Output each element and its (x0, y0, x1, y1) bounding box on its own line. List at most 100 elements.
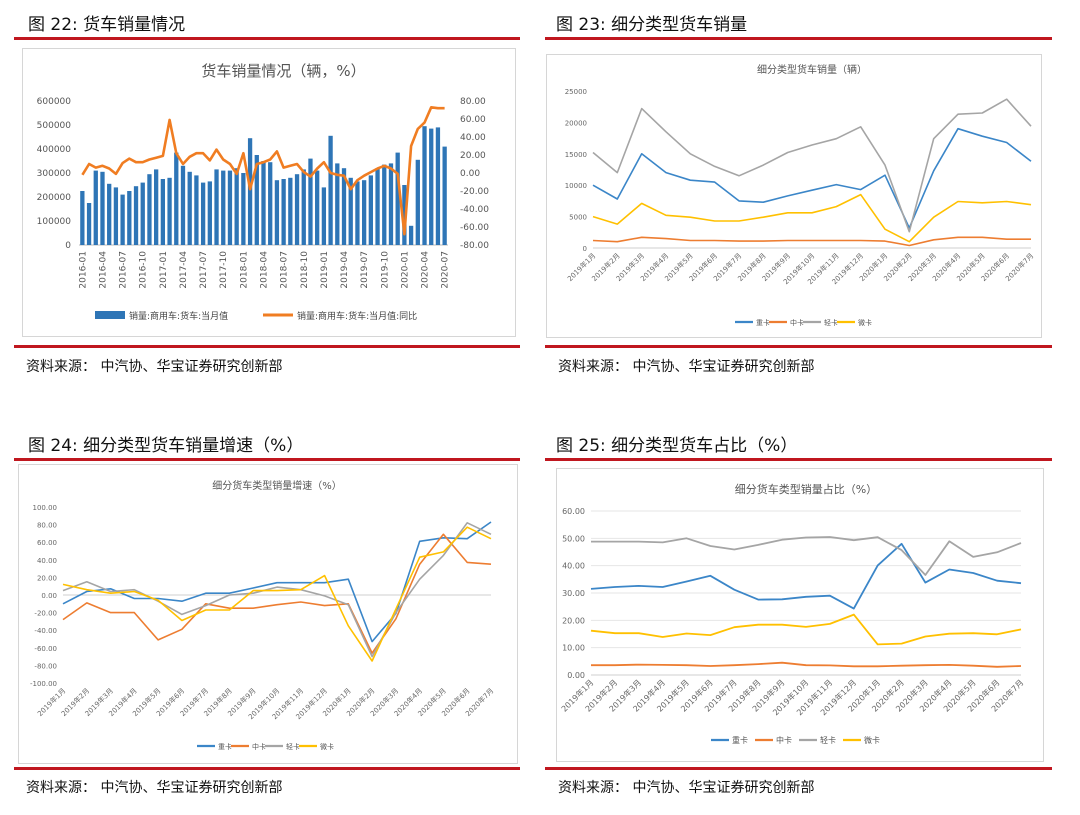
bar (133, 186, 139, 245)
x-tick-label: 2018-04 (260, 251, 270, 289)
series-line-轻卡 (592, 98, 1032, 233)
y-tick-label: 100.00 (33, 504, 58, 512)
x-tick-label: 2016-04 (98, 251, 108, 289)
chart-4-frame: 细分货车类型销量占比（%） 60.00 50.00 40.00 30.00 20.00 10… (556, 468, 1044, 762)
y-tick-label: 600000 (37, 97, 72, 107)
bar (107, 183, 112, 245)
y-tick-label: 25000 (565, 88, 587, 96)
bar (341, 168, 347, 245)
bar (328, 135, 333, 245)
bar (261, 161, 266, 245)
series-line-轻卡 (591, 536, 1022, 576)
legend-label: 轻卡 (824, 318, 838, 327)
x-tick-label: 2017-10 (219, 251, 229, 289)
x-tick-label: 2019-04 (340, 251, 350, 289)
y2-tick-label: 60.00 (460, 115, 486, 125)
y-tick-label: -20.00 (34, 610, 57, 618)
truck-sales-chart: 货车销量情况（辆，%） 600000 500000 400000 300000 20000… (37, 62, 490, 322)
bar (154, 169, 159, 245)
bar (274, 180, 280, 245)
series-line-重卡 (62, 521, 492, 643)
bar (254, 155, 259, 245)
chart-title: 货车销量情况（辆，%） (201, 62, 365, 80)
bar (194, 175, 199, 245)
y-tick-label: 5000 (569, 214, 587, 222)
bar (415, 159, 420, 245)
bar (207, 181, 212, 245)
segment-sales-chart: 细分类型货车销量（辆）25000200001500010000500002019… (565, 63, 1036, 327)
legend-label: 中卡 (776, 735, 792, 745)
bar (429, 128, 434, 245)
bar (167, 177, 172, 245)
figure-24-title: 图 24: 细分类型货车销量增速（%） (28, 436, 304, 456)
bar (382, 164, 387, 245)
y-tick-label: -60.00 (34, 645, 57, 653)
y-tick-label: 30.00 (562, 589, 585, 598)
x-tick-label: 2019-01 (320, 251, 330, 289)
y-tick-label: 500000 (37, 121, 72, 131)
series-line-重卡 (590, 542, 1022, 610)
y-tick-label: 20000 (565, 119, 587, 127)
bar (388, 163, 394, 245)
bar (200, 182, 206, 245)
series-line-重卡 (592, 127, 1032, 229)
y-tick-label: -80.00 (34, 662, 57, 670)
bar (442, 146, 447, 245)
title-rule (545, 458, 1052, 461)
legend-label: 中卡 (790, 318, 804, 327)
title-rule (14, 37, 520, 40)
bar (187, 171, 192, 245)
y2-tick-label: 20.00 (460, 151, 486, 161)
x-tick-label: 2020-04 (421, 251, 431, 289)
bar (368, 175, 373, 245)
x-tick-label: 2018-07 (280, 251, 290, 289)
bar (321, 187, 327, 245)
bar (241, 173, 246, 245)
bar (221, 170, 226, 245)
y2-tick-label: -60.00 (460, 223, 489, 233)
bar (361, 180, 367, 245)
x-tick-label: 2017-04 (179, 251, 189, 289)
y-tick-label: 100000 (37, 217, 72, 227)
series-line-微卡 (590, 613, 1022, 646)
series-line-轻卡 (62, 521, 492, 658)
y2-tick-label: -20.00 (460, 187, 489, 197)
y2-tick-label: 80.00 (460, 97, 486, 107)
bar (100, 171, 105, 245)
series-line-中卡 (592, 236, 1031, 247)
series-line-中卡 (591, 661, 1022, 668)
y-tick-label: -100.00 (30, 680, 57, 688)
figure-24-source: 资料来源： 中汽协、华宝证券研究创新部 (26, 780, 283, 796)
y-tick-label: 0 (65, 241, 71, 251)
bar (86, 203, 92, 245)
y-tick-label: 0.00 (567, 671, 585, 680)
y-tick-label: 40.00 (37, 557, 57, 565)
legend-label: 重卡 (732, 735, 748, 745)
bar (281, 179, 286, 245)
y2-tick-label: -80.00 (460, 241, 489, 251)
bar (93, 170, 98, 245)
x-tick-label: 2019-10 (380, 251, 390, 289)
bar (294, 174, 300, 245)
legend-label: 微卡 (858, 318, 872, 327)
chart-1-frame: 货车销量情况（辆，%） 600000 500000 400000 300000 20000… (22, 48, 516, 337)
figure-22-title: 图 22: 货车销量情况 (28, 15, 186, 35)
y-tick-label: 20.00 (37, 574, 57, 582)
figure-25-title: 图 25: 细分类型货车占比（%） (556, 436, 798, 456)
y-tick-label: 20.00 (562, 616, 585, 625)
legend-label: 微卡 (320, 742, 334, 751)
legend-label: 轻卡 (820, 735, 836, 745)
y-tick-label: 40.00 (562, 562, 585, 571)
chart-2-frame: 细分类型货车销量（辆） 25000 20000 15000 10000 5000 0 2019… (546, 54, 1042, 338)
legend-swatch-bar (95, 311, 125, 319)
bar (335, 163, 340, 245)
x-tick-label: 2019-07 (360, 251, 370, 289)
title-rule (14, 458, 520, 461)
chart-title: 细分货车类型销量占比（%） (735, 482, 877, 496)
y-tick-label: 0.00 (41, 592, 57, 600)
x-tick-label: 2018-01 (239, 251, 249, 289)
series-line-中卡 (62, 533, 492, 654)
bar (375, 168, 380, 245)
figure-22-source: 资料来源： 中汽协、华宝证券研究创新部 (26, 359, 283, 375)
bar (422, 126, 427, 245)
